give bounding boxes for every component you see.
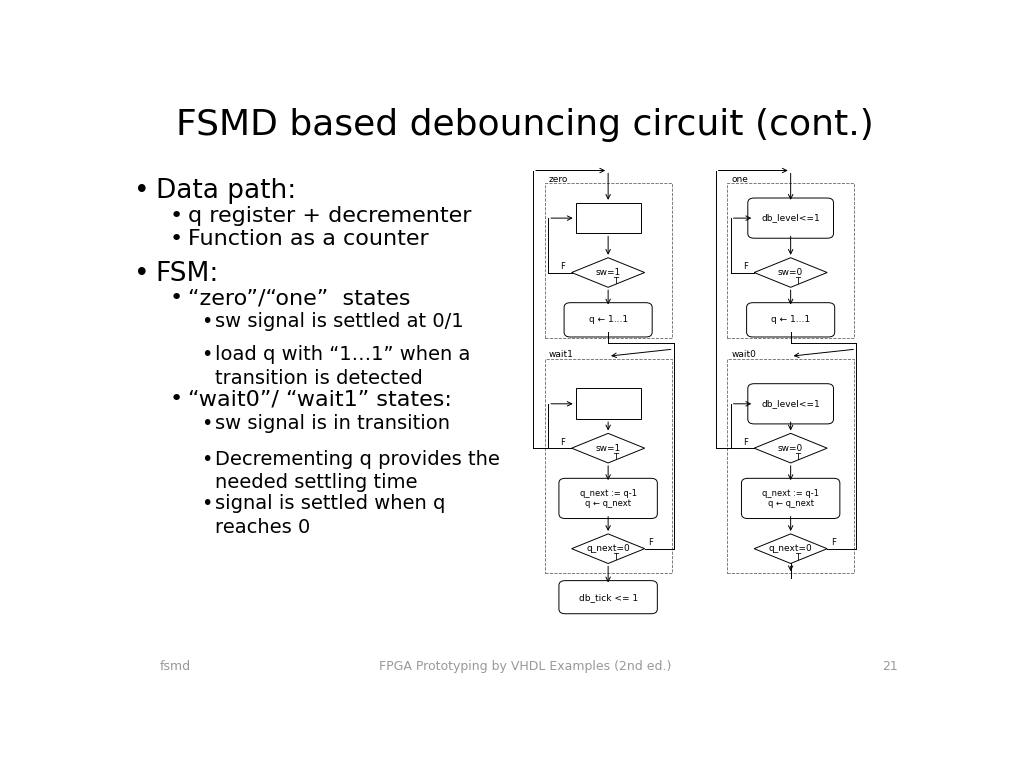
Text: F: F [743, 262, 748, 271]
Text: •: • [133, 178, 150, 204]
FancyBboxPatch shape [559, 581, 657, 614]
Text: •: • [170, 389, 183, 409]
Text: F: F [648, 538, 653, 548]
Text: Function as a counter: Function as a counter [187, 230, 428, 250]
Text: •: • [201, 415, 212, 433]
Text: fsmd: fsmd [160, 660, 190, 673]
Text: T: T [613, 452, 617, 462]
Text: •: • [201, 312, 212, 331]
Text: •: • [170, 289, 183, 309]
Polygon shape [571, 534, 645, 564]
Text: db_tick <= 1: db_tick <= 1 [579, 593, 638, 601]
Text: FSM:: FSM: [156, 260, 219, 286]
Text: q_next := q-1
q ← q_next: q_next := q-1 q ← q_next [580, 488, 637, 508]
FancyBboxPatch shape [575, 203, 641, 233]
Polygon shape [754, 258, 827, 287]
Text: sw=0: sw=0 [778, 444, 803, 452]
Text: q ← 1...1: q ← 1...1 [771, 316, 810, 324]
Text: zero: zero [549, 174, 568, 184]
Text: q ← 1...1: q ← 1...1 [589, 316, 628, 324]
Text: Data path:: Data path: [156, 178, 296, 204]
Text: •: • [170, 206, 183, 226]
Text: one: one [731, 174, 749, 184]
FancyBboxPatch shape [746, 303, 835, 337]
Text: sw=0: sw=0 [778, 268, 803, 277]
FancyBboxPatch shape [559, 478, 657, 518]
Text: F: F [560, 262, 565, 271]
Text: “wait0”/ “wait1” states:: “wait0”/ “wait1” states: [187, 389, 452, 409]
Text: •: • [201, 495, 212, 513]
Text: •: • [201, 450, 212, 469]
Text: F: F [831, 538, 836, 548]
Text: •: • [201, 346, 212, 364]
Text: Decrementing q provides the
needed settling time: Decrementing q provides the needed settl… [215, 450, 500, 492]
Text: sw=1: sw=1 [596, 444, 621, 452]
Text: T: T [613, 277, 617, 286]
Text: db_level<=1: db_level<=1 [761, 214, 820, 223]
FancyBboxPatch shape [741, 478, 840, 518]
Text: •: • [170, 230, 183, 250]
Text: signal is settled when q
reaches 0: signal is settled when q reaches 0 [215, 495, 445, 537]
Text: db_level<=1: db_level<=1 [761, 399, 820, 409]
Polygon shape [754, 534, 827, 564]
Text: q_next=0: q_next=0 [769, 545, 812, 553]
Text: T: T [796, 452, 801, 462]
Text: T: T [613, 553, 617, 562]
Text: T: T [796, 277, 801, 286]
Text: FPGA Prototyping by VHDL Examples (2nd ed.): FPGA Prototyping by VHDL Examples (2nd e… [379, 660, 671, 673]
Text: “zero”/“one”  states: “zero”/“one” states [187, 289, 410, 309]
Text: q_next=0: q_next=0 [587, 545, 630, 553]
Text: sw signal is in transition: sw signal is in transition [215, 415, 451, 433]
Text: sw signal is settled at 0/1: sw signal is settled at 0/1 [215, 312, 464, 331]
Text: q register + decrementer: q register + decrementer [187, 206, 471, 226]
FancyBboxPatch shape [748, 198, 834, 238]
Text: wait1: wait1 [549, 350, 573, 359]
FancyBboxPatch shape [748, 384, 834, 424]
FancyBboxPatch shape [575, 389, 641, 419]
Text: •: • [133, 260, 150, 286]
FancyBboxPatch shape [564, 303, 652, 337]
Polygon shape [571, 258, 645, 287]
Text: FSMD based debouncing circuit (cont.): FSMD based debouncing circuit (cont.) [176, 108, 873, 141]
Text: load q with “1…1” when a
transition is detected: load q with “1…1” when a transition is d… [215, 346, 471, 388]
Text: F: F [560, 438, 565, 447]
Polygon shape [571, 433, 645, 463]
Text: 21: 21 [882, 660, 898, 673]
Text: sw=1: sw=1 [596, 268, 621, 277]
Text: wait0: wait0 [731, 350, 757, 359]
Polygon shape [754, 433, 827, 463]
Text: T: T [796, 553, 801, 562]
Text: F: F [743, 438, 748, 447]
Text: q_next := q-1
q ← q_next: q_next := q-1 q ← q_next [762, 488, 819, 508]
